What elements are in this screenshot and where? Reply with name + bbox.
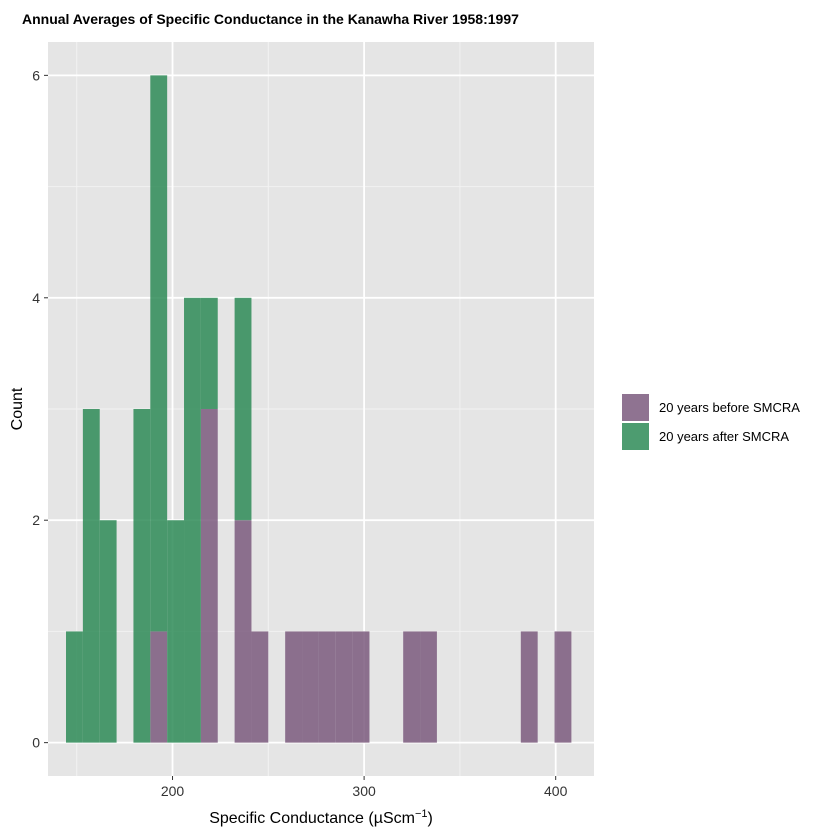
- bar-before-188.4: [150, 631, 168, 743]
- bar-after-188.4: [150, 75, 168, 632]
- y-tick-label-0: 0: [32, 735, 40, 751]
- x-tick-label-400: 400: [544, 783, 568, 799]
- legend-swatch-after: [622, 423, 649, 450]
- bar-after-232.4: [234, 297, 252, 521]
- axes: 200 300 400 0 2 4 6: [32, 67, 567, 799]
- bar-before-399.4: [554, 631, 572, 743]
- y-tick-label-4: 4: [32, 290, 40, 306]
- bar-after-153.2: [82, 409, 100, 743]
- bar-after-144.4: [66, 631, 83, 743]
- x-axis-title-superscript: −1: [415, 808, 428, 820]
- x-tick-label-200: 200: [161, 783, 185, 799]
- bar-before-214.8: [200, 409, 218, 743]
- x-axis-title-text: Specific Conductance (µScm: [209, 810, 415, 827]
- y-tick-label-6: 6: [32, 67, 40, 83]
- bar-before-232.4: [234, 520, 252, 743]
- bar-after-162.0: [99, 520, 117, 743]
- bar-after-197.2: [167, 520, 185, 743]
- bar-before-276.4: [318, 631, 336, 743]
- bar-before-320.4: [403, 631, 421, 743]
- bar-before-285.2: [335, 631, 353, 743]
- x-axis-title-end: ): [427, 810, 432, 827]
- x-axis-title: Specific Conductance (µScm−1): [209, 808, 433, 827]
- bar-before-329.2: [420, 631, 437, 743]
- bar-after-179.6: [133, 409, 151, 743]
- bar-before-294.0: [352, 631, 370, 743]
- legend: 20 years before SMCRA 20 years after SMC…: [622, 394, 800, 450]
- histogram-bars: [66, 75, 572, 743]
- bar-before-267.6: [302, 631, 319, 743]
- x-tick-label-300: 300: [352, 783, 376, 799]
- bar-before-241.2: [251, 631, 269, 743]
- legend-label-before: 20 years before SMCRA: [659, 400, 800, 415]
- legend-label-after: 20 years after SMCRA: [659, 429, 789, 444]
- bar-before-258.8: [285, 631, 303, 743]
- bar-after-206.0: [184, 297, 201, 743]
- y-tick-label-2: 2: [32, 512, 40, 528]
- bar-after-214.8: [200, 297, 218, 409]
- bar-before-381.8: [520, 631, 538, 743]
- chart-title: Annual Averages of Specific Conductance …: [22, 11, 519, 27]
- legend-swatch-before: [622, 394, 649, 421]
- y-axis-title: Count: [9, 387, 26, 430]
